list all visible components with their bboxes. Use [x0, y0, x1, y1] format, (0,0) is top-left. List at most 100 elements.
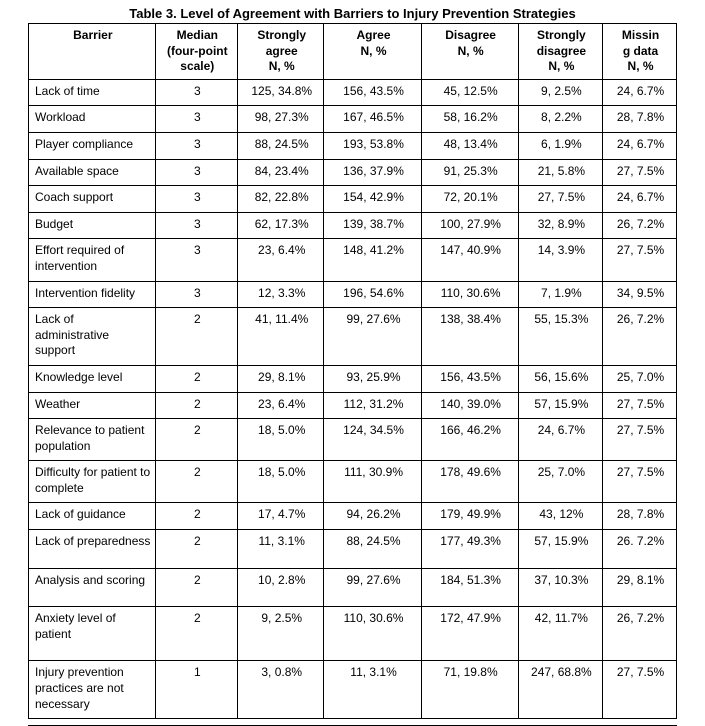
cell-sa: 29, 8.1% [237, 365, 324, 392]
cell-sd: 57, 15.9% [518, 392, 602, 419]
cell-sd: 57, 15.9% [518, 530, 602, 569]
cell-d: 71, 19.8% [421, 661, 518, 719]
cell-median: 3 [155, 239, 237, 281]
cell-median: 3 [155, 159, 237, 186]
cell-median: 3 [155, 132, 237, 159]
col-barrier: Barrier [29, 24, 156, 80]
cell-barrier: Analysis and scoring [29, 568, 156, 607]
table-row: Effort required of intervention323, 6.4%… [29, 239, 677, 281]
cell-median: 2 [155, 419, 237, 461]
cell-sd: 32, 8.9% [518, 212, 602, 239]
cell-a: 154, 42.9% [324, 186, 421, 213]
cell-barrier: Effort required of intervention [29, 239, 156, 281]
cell-m: 25, 7.0% [603, 365, 677, 392]
cell-median: 2 [155, 308, 237, 366]
cell-sa: 9, 2.5% [237, 607, 324, 661]
cell-sd: 43, 12% [518, 503, 602, 530]
table-row: Intervention fidelity312, 3.3%196, 54.6%… [29, 281, 677, 308]
cell-median: 2 [155, 461, 237, 503]
cell-d: 45, 12.5% [421, 79, 518, 106]
cell-sa: 17, 4.7% [237, 503, 324, 530]
cell-barrier: Injury prevention practices are not nece… [29, 661, 156, 719]
cell-m: 26. 7.2% [603, 530, 677, 569]
cell-sa: 125, 34.8% [237, 79, 324, 106]
cell-sa: 11, 3.1% [237, 530, 324, 569]
col-disagree: Disagree N, % [421, 24, 518, 80]
cell-a: 111, 30.9% [324, 461, 421, 503]
col-median: Median (four-point scale) [155, 24, 237, 80]
cell-median: 2 [155, 568, 237, 607]
table-row: Coach support382, 22.8%154, 42.9%72, 20.… [29, 186, 677, 213]
cell-median: 2 [155, 530, 237, 569]
table-row: Budget362, 17.3%139, 38.7%100, 27.9%32, … [29, 212, 677, 239]
cell-sd: 14, 3.9% [518, 239, 602, 281]
cell-d: 156, 43.5% [421, 365, 518, 392]
cell-m: 24, 6.7% [603, 132, 677, 159]
cell-a: 110, 30.6% [324, 607, 421, 661]
cell-sa: 18, 5.0% [237, 419, 324, 461]
cell-d: 138, 38.4% [421, 308, 518, 366]
cell-d: 172, 47.9% [421, 607, 518, 661]
cell-sa: 23, 6.4% [237, 239, 324, 281]
cell-a: 156, 43.5% [324, 79, 421, 106]
cell-d: 178, 49.6% [421, 461, 518, 503]
cell-m: 24, 6.7% [603, 186, 677, 213]
table-row: Lack of guidance217, 4.7%94, 26.2%179, 4… [29, 503, 677, 530]
cell-median: 3 [155, 79, 237, 106]
cell-m: 26, 7.2% [603, 607, 677, 661]
col-missing: Missin g data N, % [603, 24, 677, 80]
cell-sa: 98, 27.3% [237, 106, 324, 133]
cell-a: 99, 27.6% [324, 308, 421, 366]
cell-m: 27, 7.5% [603, 239, 677, 281]
cell-median: 1 [155, 661, 237, 719]
cell-a: 99, 27.6% [324, 568, 421, 607]
cell-median: 3 [155, 212, 237, 239]
cell-d: 147, 40.9% [421, 239, 518, 281]
table-caption: Table 3. Level of Agreement with Barrier… [28, 6, 677, 21]
cell-barrier: Budget [29, 212, 156, 239]
cell-median: 2 [155, 392, 237, 419]
table-row: Player compliance388, 24.5%193, 53.8%48,… [29, 132, 677, 159]
cell-median: 2 [155, 365, 237, 392]
barriers-table: Barrier Median (four-point scale) Strong… [28, 23, 677, 719]
cell-a: 196, 54.6% [324, 281, 421, 308]
cell-sd: 247, 68.8% [518, 661, 602, 719]
cell-m: 28, 7.8% [603, 503, 677, 530]
cell-m: 28, 7.8% [603, 106, 677, 133]
cell-a: 124, 34.5% [324, 419, 421, 461]
col-agree: Agree N, % [324, 24, 421, 80]
cell-m: 26, 7.2% [603, 212, 677, 239]
cell-m: 27, 7.5% [603, 661, 677, 719]
table-row: Analysis and scoring210, 2.8%99, 27.6%18… [29, 568, 677, 607]
cell-barrier: Knowledge level [29, 365, 156, 392]
cell-barrier: Relevance to patient population [29, 419, 156, 461]
cell-sa: 3, 0.8% [237, 661, 324, 719]
cell-d: 91, 25.3% [421, 159, 518, 186]
cell-d: 48, 13.4% [421, 132, 518, 159]
cell-d: 166, 46.2% [421, 419, 518, 461]
cell-a: 88, 24.5% [324, 530, 421, 569]
cell-sd: 25, 7.0% [518, 461, 602, 503]
table-header-row: Barrier Median (four-point scale) Strong… [29, 24, 677, 80]
cell-barrier: Weather [29, 392, 156, 419]
cell-m: 26, 7.2% [603, 308, 677, 366]
cell-sd: 56, 15.6% [518, 365, 602, 392]
cell-d: 179, 49.9% [421, 503, 518, 530]
cell-sa: 18, 5.0% [237, 461, 324, 503]
cell-m: 27, 7.5% [603, 392, 677, 419]
cell-sd: 7, 1.9% [518, 281, 602, 308]
table-row: Anxiety level of patient29, 2.5%110, 30.… [29, 607, 677, 661]
table-row: Workload398, 27.3%167, 46.5%58, 16.2%8, … [29, 106, 677, 133]
cell-barrier: Lack of guidance [29, 503, 156, 530]
col-strongly-disagree: Strongly disagree N, % [518, 24, 602, 80]
cell-sa: 23, 6.4% [237, 392, 324, 419]
table-row: Available space384, 23.4%136, 37.9%91, 2… [29, 159, 677, 186]
cell-barrier: Difficulty for patient to complete [29, 461, 156, 503]
table-row: Lack of administrative support241, 11.4%… [29, 308, 677, 366]
cell-sd: 8, 2.2% [518, 106, 602, 133]
cell-a: 112, 31.2% [324, 392, 421, 419]
cell-sa: 12, 3.3% [237, 281, 324, 308]
table-row: Lack of preparedness211, 3.1%88, 24.5%17… [29, 530, 677, 569]
cell-d: 100, 27.9% [421, 212, 518, 239]
table-body: Lack of time3125, 34.8%156, 43.5%45, 12.… [29, 79, 677, 718]
